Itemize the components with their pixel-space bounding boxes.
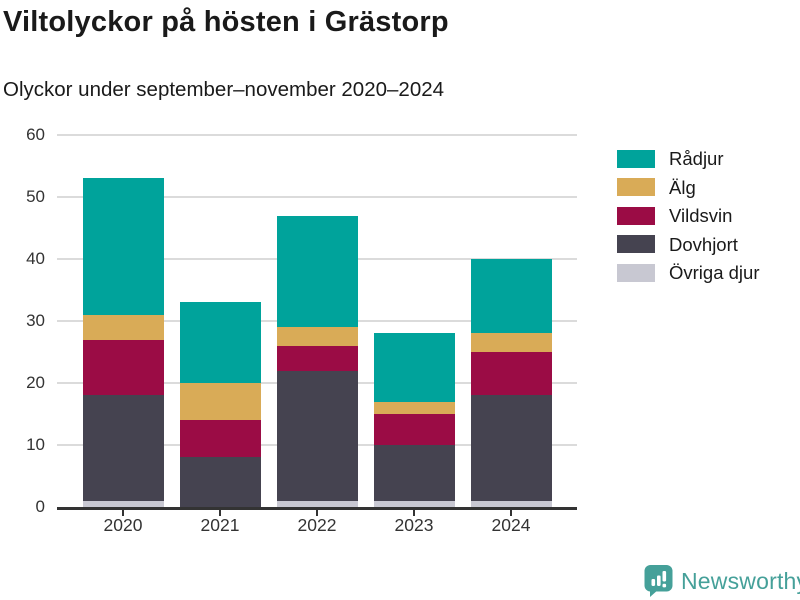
legend-label: Vildsvin [669, 205, 733, 226]
y-tick-label: 60 [26, 125, 45, 144]
y-tick-label: 40 [26, 249, 45, 268]
legend-swatch [617, 235, 655, 253]
bar-2022 [276, 215, 358, 507]
x-tick-label: 2021 [200, 515, 240, 535]
legend-item: Dovhjort [617, 235, 759, 254]
bar-segment [82, 339, 164, 396]
bar-2021 [179, 302, 261, 507]
bar-2023 [373, 333, 455, 507]
bar-segment [276, 345, 358, 371]
legend: Rådjur Älg Vildsvin Dovhjort Övriga djur [617, 149, 759, 292]
legend-label: Dovhjort [669, 233, 738, 255]
bar-segment [82, 178, 164, 315]
x-tick-label: 2020 [103, 515, 143, 535]
legend-item: Övriga djur [617, 263, 759, 282]
bar-segment [82, 314, 164, 340]
bar-segment [470, 395, 552, 501]
legend-swatch [617, 263, 655, 282]
bar-segment [373, 500, 455, 507]
x-tick [122, 510, 124, 516]
bar-segment [82, 500, 164, 507]
y-tick-label: 30 [26, 311, 45, 330]
newsworthy-wordmark: Newsworthy [681, 567, 800, 594]
legend-item: Rådjur [617, 149, 759, 168]
bar-segment [179, 383, 261, 421]
x-tick [510, 510, 512, 516]
newsworthy-icon [644, 565, 673, 597]
bar-segment [373, 414, 455, 446]
y-tick-label: 20 [26, 373, 45, 392]
bar-segment [276, 500, 358, 507]
bar-segment [470, 333, 552, 353]
bar-segment [179, 420, 261, 458]
bar-segment [276, 370, 358, 501]
bar-segment [373, 401, 455, 415]
gridline [57, 134, 577, 136]
y-tick-label: 0 [35, 497, 45, 516]
y-tick-label: 50 [26, 187, 45, 206]
legend-label: Övriga djur [669, 262, 760, 283]
chart-title: Viltolyckor på hösten i Grästorp [3, 6, 449, 38]
legend-item: Vildsvin [617, 206, 759, 225]
y-tick-label: 10 [26, 435, 45, 454]
legend-swatch [617, 206, 655, 225]
x-tick-label: 2023 [394, 515, 434, 535]
gridline [57, 196, 577, 198]
bar-segment [179, 457, 261, 507]
bar-segment [82, 395, 164, 501]
y-axis-labels: 0 10 20 30 40 50 60 [0, 125, 47, 516]
legend-item: Älg [617, 178, 759, 197]
x-tick [413, 510, 415, 516]
legend-label: Älg [669, 176, 696, 198]
bar-segment [470, 352, 552, 396]
x-tick-label: 2024 [491, 515, 531, 535]
bar-segment [470, 259, 552, 334]
legend-swatch [617, 178, 655, 196]
bar-segment [373, 333, 455, 402]
bar-segment [373, 445, 455, 501]
plot-area [57, 134, 577, 510]
bar-segment [276, 215, 358, 328]
x-tick [219, 510, 221, 516]
legend-swatch [617, 149, 655, 168]
x-tick-label: 2022 [297, 515, 337, 535]
bar-segment [179, 302, 261, 384]
bar-2020 [82, 178, 164, 507]
bar-segment [470, 500, 552, 507]
chart-subtitle: Olyckor under september–november 2020–20… [3, 78, 445, 101]
x-tick [316, 510, 318, 516]
bar-segment [276, 327, 358, 346]
newsworthy-logo-link[interactable]: Newsworthy [643, 564, 800, 598]
x-axis-labels: 2020 2021 2022 2023 2024 [57, 514, 577, 538]
bar-2024 [470, 259, 552, 507]
legend-label: Rådjur [669, 148, 724, 169]
